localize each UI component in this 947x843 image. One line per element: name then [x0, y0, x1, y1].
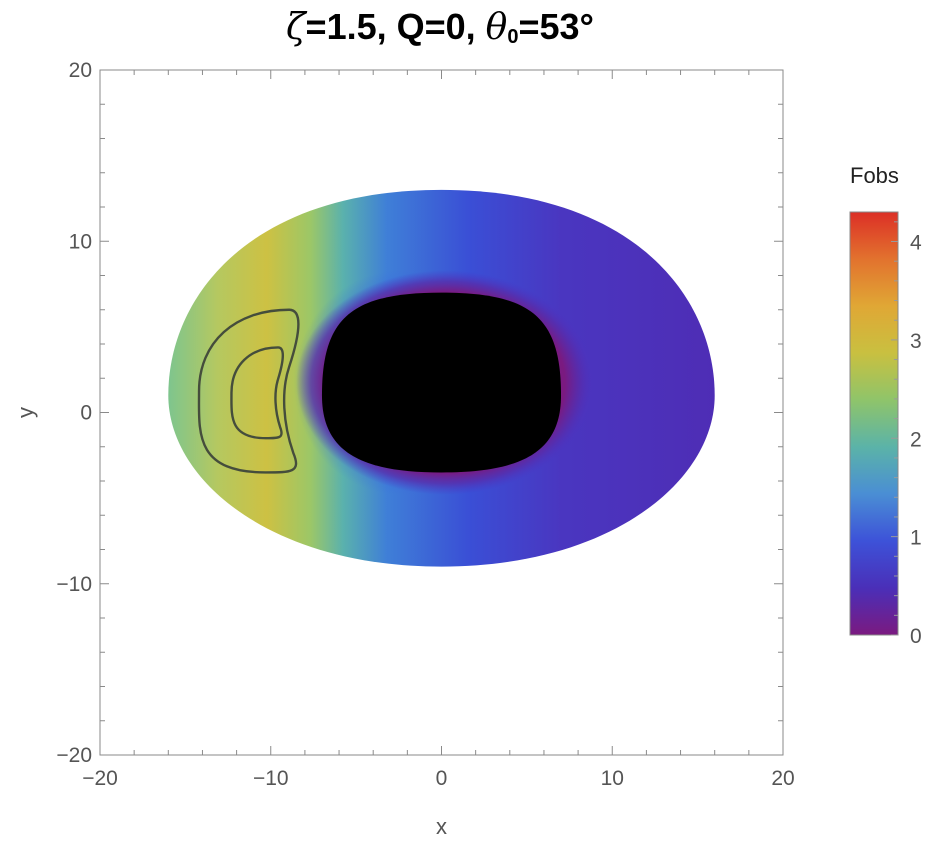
x-tick-label: −20 — [82, 767, 118, 790]
y-axis-label: y — [13, 407, 38, 418]
theta-subscript: 0 — [507, 26, 519, 48]
axis-ticks — [99, 69, 784, 756]
chart-title: ζ=1.5, Q=0, θ0=53° — [0, 6, 880, 49]
colorbar-tick-label: 4 — [910, 232, 922, 255]
colorbar-title: Fobs — [850, 163, 899, 188]
contour-line-inner — [230, 346, 285, 440]
x-tick-label: 0 — [436, 767, 448, 790]
colorbar-tick-label: 1 — [910, 527, 922, 550]
x-tick-label: 20 — [771, 767, 794, 790]
title-zeta-text: =1.5, Q=0, — [305, 6, 486, 47]
x-axis-label: x — [436, 814, 447, 839]
colorbar — [849, 211, 899, 636]
colorbar-tick-label: 2 — [910, 428, 922, 451]
y-tick-label: −20 — [56, 744, 92, 767]
title-theta-text: =53° — [518, 6, 594, 47]
contour-line-outer — [197, 308, 300, 474]
accretion-disk — [168, 189, 715, 567]
y-tick-label: 0 — [80, 402, 92, 425]
x-tick-label: 10 — [601, 767, 624, 790]
y-tick-label: 10 — [69, 230, 92, 253]
colorbar-tick-label: 3 — [910, 330, 922, 353]
theta-symbol: θ — [485, 7, 508, 48]
x-tick-label: −10 — [253, 767, 289, 790]
zeta-symbol: ζ — [286, 7, 306, 48]
colorbar-ticks: 0 1 2 3 4 — [891, 221, 922, 648]
y-tick-label: 20 — [69, 59, 92, 82]
colorbar-tick-label: 0 — [910, 625, 922, 648]
axis-tick-labels: −20 −10 0 10 20 −20 −10 0 10 20 — [56, 59, 794, 790]
y-tick-label: −10 — [56, 573, 92, 596]
black-hole-shadow — [321, 292, 562, 473]
